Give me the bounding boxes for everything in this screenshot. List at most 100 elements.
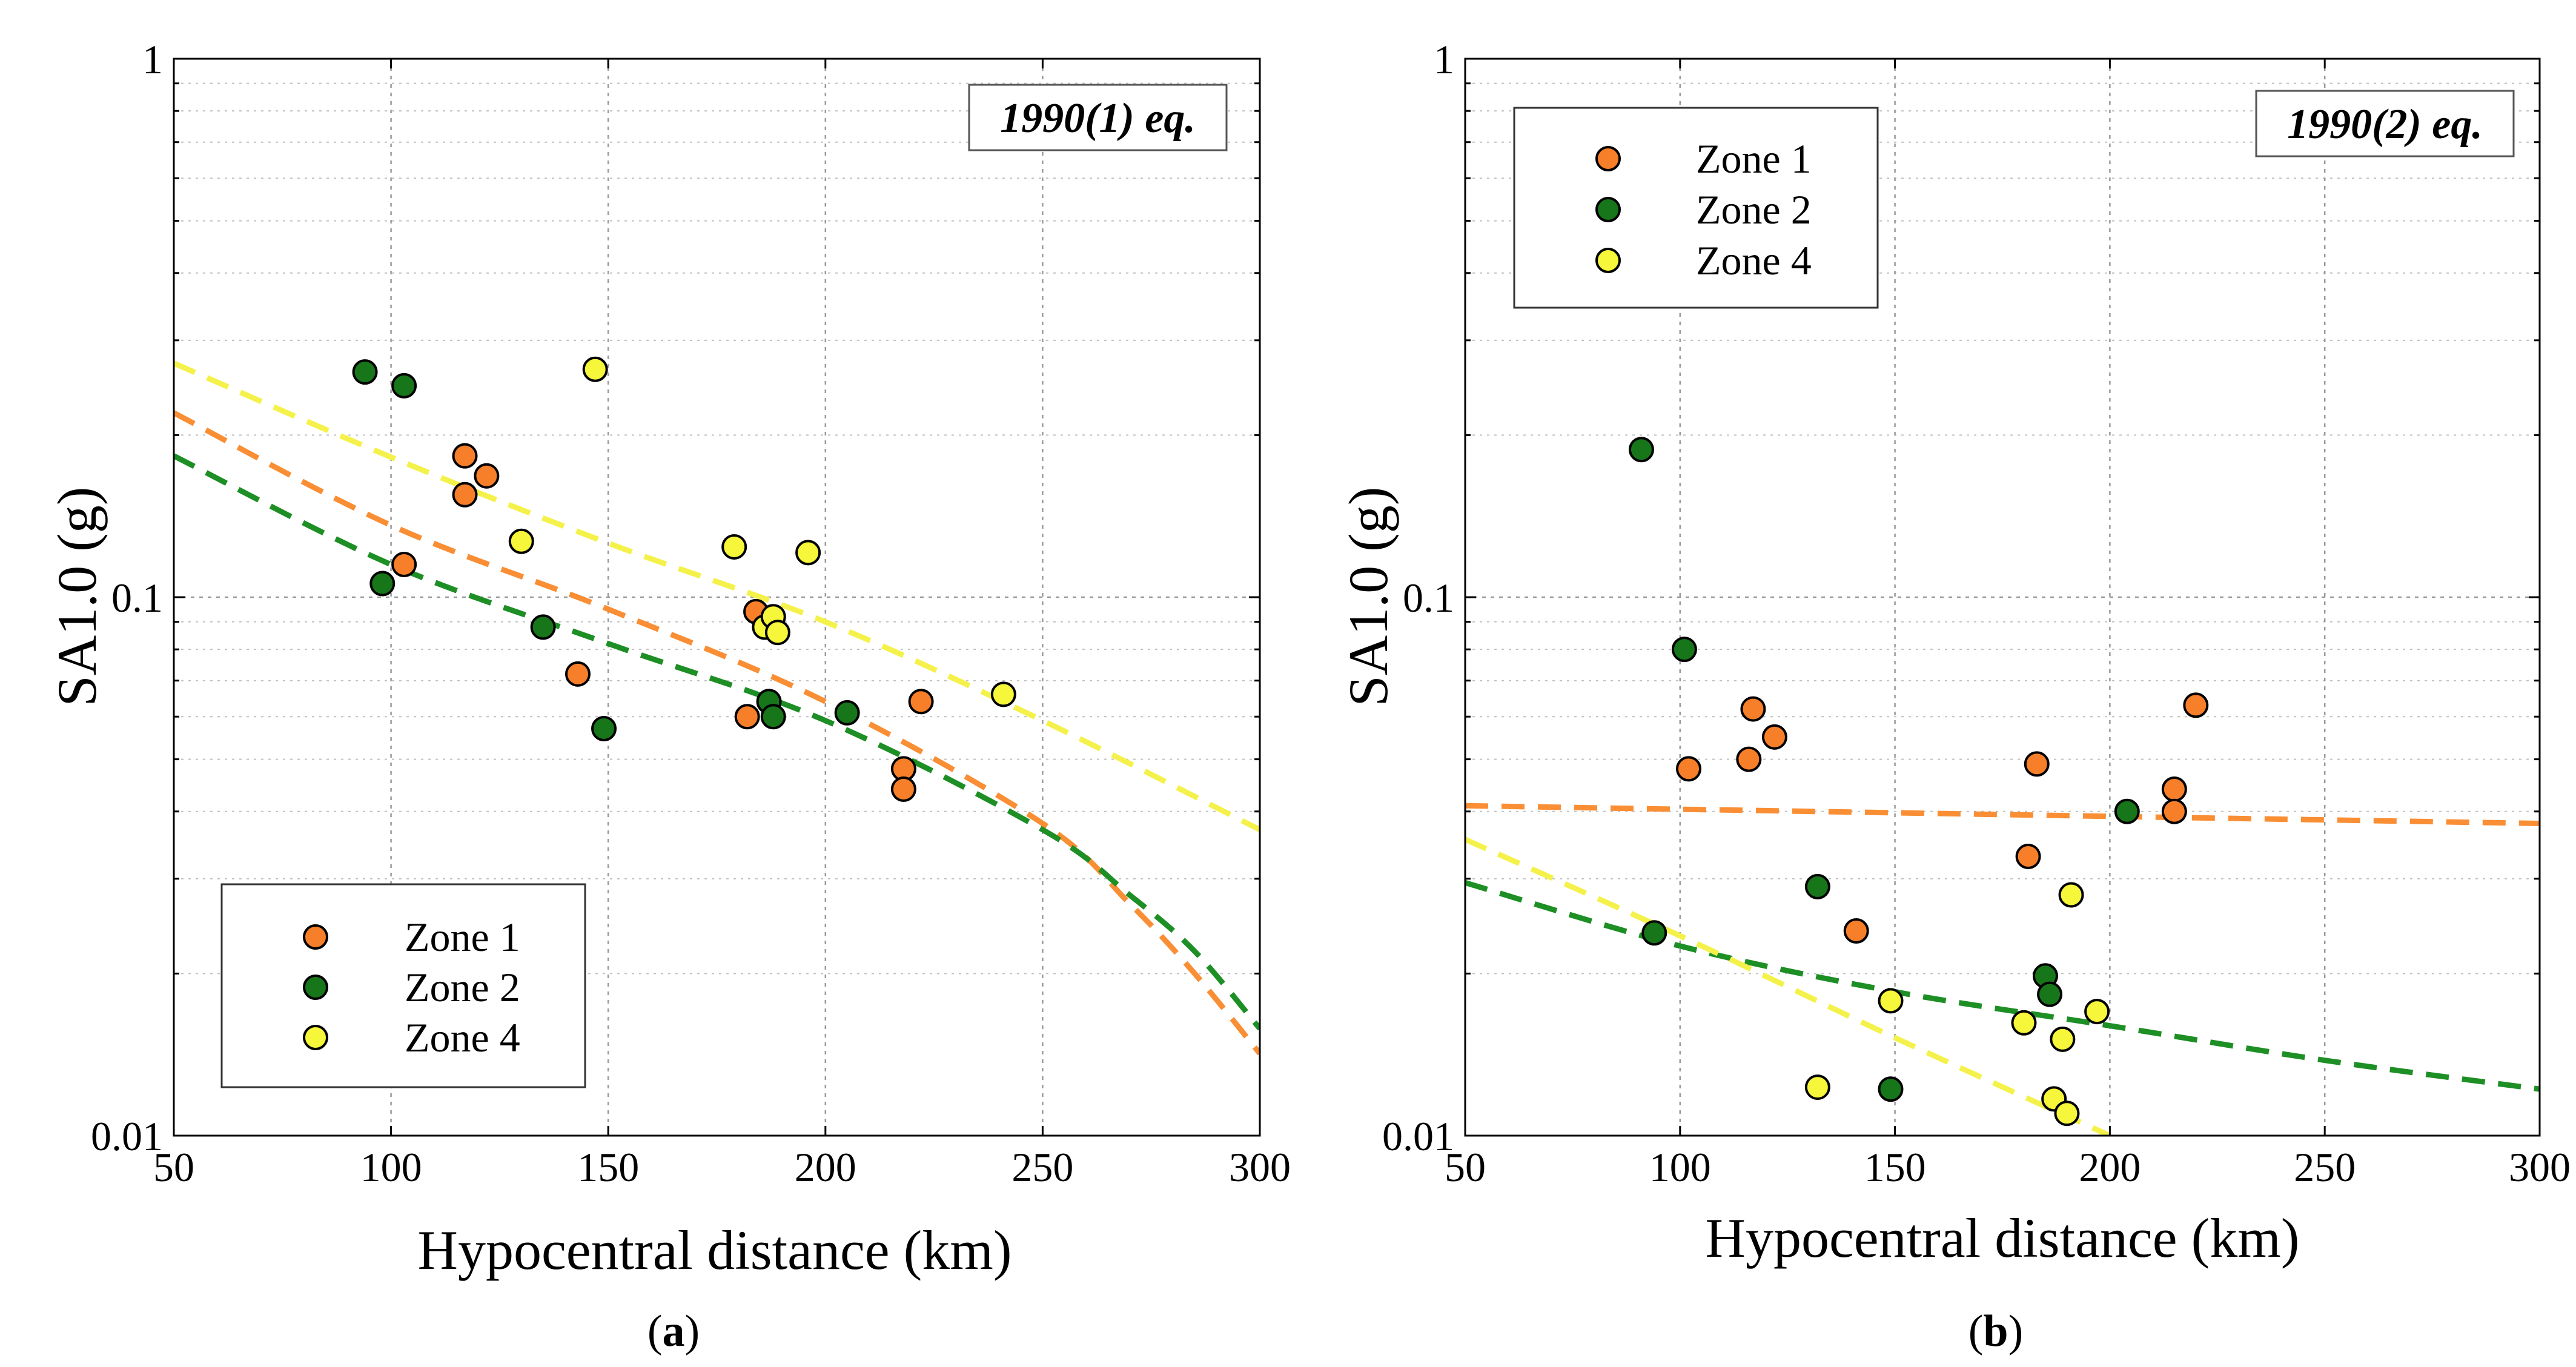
panel-a-tick-labels: 50 100 150 200 250 300 0.01 0.1 1 — [91, 36, 1291, 1190]
y-tick-label: 1 — [142, 36, 163, 82]
data-point-zone-1 — [2161, 776, 2187, 802]
legend-marker — [1595, 146, 1621, 171]
data-point-zone-4 — [1804, 1074, 1830, 1101]
data-point-zone-2 — [1804, 873, 1830, 899]
panel-b-caption-letter: b — [1983, 1306, 2008, 1356]
x-tick-label: 200 — [2079, 1144, 2141, 1190]
data-point-zone-2 — [1628, 437, 1654, 463]
data-point-zone-1 — [2161, 798, 2187, 824]
y-tick-label: 0.01 — [1382, 1113, 1454, 1159]
legend-marker — [1595, 248, 1621, 273]
x-tick-label: 250 — [2294, 1144, 2356, 1190]
data-point-zone-4 — [1878, 988, 1904, 1014]
data-point-zone-1 — [1736, 746, 1762, 772]
data-point-zone-2 — [530, 614, 556, 640]
y-tick-label: 0.1 — [1403, 575, 1454, 621]
fit-curve-zone-2 — [174, 453, 1260, 1031]
data-point-zone-1 — [734, 704, 760, 730]
data-point-zone-2 — [2037, 981, 2063, 1007]
fit-curve-zone-2 — [1465, 880, 2540, 1092]
y-tick-label: 0.01 — [91, 1113, 163, 1159]
data-point-zone-4 — [721, 534, 747, 560]
fit-curve-zone-1 — [1465, 803, 2540, 827]
x-tick-label: 50 — [153, 1144, 194, 1190]
legend-label: Zone 4 — [1696, 237, 1812, 283]
data-point-zone-1 — [2015, 844, 2041, 870]
data-point-zone-2 — [352, 359, 378, 385]
data-point-zone-2 — [1878, 1076, 1904, 1102]
x-tick-label: 150 — [577, 1144, 639, 1190]
panel-a-caption: (a) — [647, 1306, 700, 1356]
data-point-zone-1 — [908, 689, 934, 715]
panel-a-annotation-box: 1990(1) eq. — [968, 84, 1228, 151]
legend-marker — [303, 1025, 328, 1050]
data-point-zone-1 — [1843, 918, 1869, 944]
data-point-zone-2 — [1671, 637, 1697, 663]
panel-a-x-axis-title: Hypocentral distance (km) — [418, 1219, 1012, 1281]
panel-a-caption-letter: a — [663, 1306, 685, 1356]
legend-label: Zone 2 — [405, 964, 520, 1010]
fit-curve-zone-4 — [1465, 836, 2111, 1136]
panel-a-chart: 50 100 150 200 250 300 0.01 0.1 1 Hypocentral di… — [46, 36, 1291, 1356]
data-point-zone-4 — [2084, 999, 2110, 1025]
panel-a-points — [352, 356, 1016, 802]
x-tick-label: 150 — [1864, 1144, 1926, 1190]
data-point-zone-4 — [2011, 1010, 2037, 1036]
panel-b-fit-curves — [1465, 803, 2540, 1136]
legend-box — [1513, 107, 1879, 309]
data-point-zone-4 — [2054, 1101, 2080, 1127]
data-point-zone-1 — [391, 552, 417, 578]
x-tick-label: 50 — [1445, 1144, 1486, 1190]
data-point-zone-2 — [591, 716, 617, 742]
data-point-zone-1 — [2183, 692, 2209, 718]
data-point-zone-2 — [391, 372, 417, 399]
legend-box — [220, 883, 586, 1088]
data-point-zone-2 — [760, 704, 786, 730]
y-tick-label: 1 — [1434, 36, 1454, 82]
legend-marker — [303, 924, 328, 950]
data-point-zone-4 — [508, 528, 534, 554]
data-point-zone-2 — [369, 571, 396, 597]
panel-b-y-axis-title: SA1.0 (g) — [1337, 487, 1399, 707]
data-point-zone-4 — [795, 540, 821, 566]
fit-curve-zone-4 — [174, 360, 1260, 832]
legend-label: Zone 2 — [1696, 187, 1812, 233]
panel-a-annotation: 1990(1) eq. — [1000, 95, 1196, 142]
y-tick-label: 0.1 — [111, 575, 163, 621]
panel-b-tick-labels: 50 100 150 200 250 300 0.01 0.1 1 — [1382, 36, 2571, 1190]
data-point-zone-1 — [1740, 696, 1766, 722]
legend-marker — [1595, 197, 1621, 222]
panel-b-points — [1628, 437, 2209, 1127]
fit-curve-zone-1 — [174, 410, 1260, 1056]
data-point-zone-1 — [565, 661, 591, 687]
data-point-zone-1 — [1761, 724, 1787, 750]
panel-a-grid — [174, 59, 1260, 1136]
data-point-zone-4 — [2058, 882, 2084, 908]
legend-marker — [303, 975, 328, 1000]
data-point-zone-1 — [452, 482, 478, 508]
x-tick-label: 300 — [2509, 1144, 2571, 1190]
x-tick-label: 100 — [1649, 1144, 1711, 1190]
data-point-zone-2 — [1641, 920, 1667, 946]
legend-label: Zone 1 — [1696, 136, 1812, 182]
panel-a-y-axis-title: SA1.0 (g) — [46, 487, 108, 707]
legend-label: Zone 4 — [405, 1014, 520, 1061]
data-point-zone-1 — [1675, 756, 1701, 782]
legend-label: Zone 1 — [405, 914, 520, 960]
panel-b-chart: 50 100 150 200 250 300 0.01 0.1 1 Hypocentral di… — [1337, 36, 2571, 1356]
x-tick-label: 300 — [1229, 1144, 1291, 1190]
panel-b-x-axis-title: Hypocentral distance (km) — [1706, 1207, 2300, 1269]
x-tick-label: 100 — [360, 1144, 422, 1190]
panel-b-annotation-box: 1990(2) eq. — [2255, 90, 2515, 157]
panel-b-annotation: 1990(2) eq. — [2287, 101, 2483, 148]
data-point-zone-1 — [452, 443, 478, 469]
data-point-zone-1 — [474, 463, 500, 489]
data-point-zone-2 — [2114, 798, 2140, 824]
data-point-zone-1 — [2024, 751, 2050, 777]
panel-a-fit-curves — [174, 360, 1260, 1056]
panel-b-caption: (b) — [1968, 1306, 2023, 1356]
data-point-zone-2 — [834, 700, 860, 726]
data-point-zone-4 — [582, 356, 608, 382]
